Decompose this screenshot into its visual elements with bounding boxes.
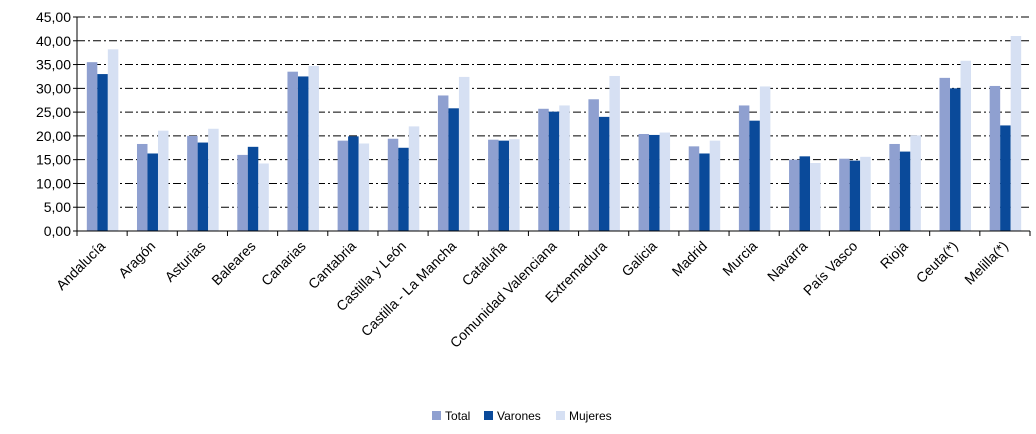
bar-total xyxy=(337,140,349,231)
bar-total xyxy=(939,77,951,231)
bar-total xyxy=(187,135,198,231)
x-tick-label: País Vasco xyxy=(800,238,861,299)
x-tick-label: Aragón xyxy=(115,238,158,281)
y-tick-label: 40,00 xyxy=(36,33,71,49)
x-tick-label: Baleares xyxy=(208,238,258,288)
bar-mujeres xyxy=(910,135,921,231)
y-tick-label: 0,00 xyxy=(44,223,71,239)
bar-total xyxy=(488,139,499,231)
x-tick-label: Ceuta(*) xyxy=(913,238,961,286)
bar-mujeres xyxy=(308,65,319,231)
bar-varones xyxy=(799,156,811,231)
x-tick-label: Melilla(*) xyxy=(961,238,1011,288)
legend-swatch-mujeres xyxy=(556,411,565,420)
bar-mujeres xyxy=(1010,36,1022,232)
x-tick-label: Asturias xyxy=(161,238,208,285)
bar-mujeres xyxy=(107,49,119,232)
bar-total xyxy=(136,143,148,231)
bar-mujeres xyxy=(458,76,470,231)
bar-mujeres xyxy=(208,128,219,231)
bar-varones xyxy=(247,146,259,231)
bar-varones xyxy=(950,88,961,231)
x-tick-label: Rioja xyxy=(877,238,911,272)
bar-mujeres xyxy=(709,140,721,231)
x-tick-label: Cataluña xyxy=(459,238,510,289)
bar-varones xyxy=(649,134,660,231)
bar-varones xyxy=(699,153,710,231)
bar-varones xyxy=(97,74,108,231)
bar-varones xyxy=(1000,125,1011,231)
bar-varones xyxy=(899,151,911,231)
bar-mujeres xyxy=(258,163,269,231)
legend: Total Varones Mujeres xyxy=(432,409,612,423)
legend-label: Varones xyxy=(497,409,541,423)
x-tick-label: Andalucía xyxy=(53,238,108,293)
y-tick-label: 5,00 xyxy=(44,199,71,215)
bar-total xyxy=(387,138,399,231)
bar-mujeres xyxy=(509,139,520,231)
bar-mujeres xyxy=(358,143,370,231)
bar-mujeres xyxy=(810,162,821,231)
y-tick-label: 45,00 xyxy=(36,9,71,25)
bar-mujeres xyxy=(759,86,771,231)
y-tick-label: 15,00 xyxy=(36,152,71,168)
bar-varones xyxy=(448,108,459,231)
bar-total xyxy=(538,108,549,231)
bar-varones xyxy=(498,140,510,231)
bar-total xyxy=(889,143,900,231)
legend-swatch-varones xyxy=(484,411,493,420)
legend-swatch-total xyxy=(432,411,441,420)
bar-total xyxy=(638,133,650,231)
y-tick-label: 35,00 xyxy=(36,57,71,73)
y-tick-label: 30,00 xyxy=(36,80,71,96)
bar-mujeres xyxy=(960,60,972,231)
y-tick-label: 25,00 xyxy=(36,104,71,120)
bar-total xyxy=(688,146,700,231)
bar-varones xyxy=(598,116,610,231)
bar-total xyxy=(237,154,248,231)
x-tick-label: Madrid xyxy=(669,238,711,280)
bar-varones xyxy=(749,120,760,231)
x-tick-label: Murcia xyxy=(719,238,760,279)
bar-mujeres xyxy=(157,130,169,231)
bar-mujeres xyxy=(559,105,570,231)
bar-varones xyxy=(197,142,209,231)
bar-mujeres xyxy=(609,75,620,231)
bar-mujeres xyxy=(659,132,671,231)
bar-mujeres xyxy=(408,126,420,231)
x-tick-label: Galicia xyxy=(618,238,660,280)
bar-varones xyxy=(147,153,158,231)
x-tick-label: Canarias xyxy=(258,238,309,289)
bar-mujeres xyxy=(860,156,871,231)
y-tick-label: 20,00 xyxy=(36,128,71,144)
x-tick-label: Castilla - La Mancha xyxy=(358,238,460,340)
bar-varones xyxy=(849,160,861,231)
legend-label: Mujeres xyxy=(569,409,612,423)
bar-total xyxy=(437,95,449,231)
bar-total xyxy=(86,62,98,231)
bar-total xyxy=(738,105,750,231)
bar-total xyxy=(287,71,298,231)
bar-varones xyxy=(398,147,409,231)
bar-total xyxy=(789,159,800,231)
x-tick-label: Navarra xyxy=(764,238,811,285)
bar-total xyxy=(839,158,850,231)
bar-total xyxy=(989,85,1001,231)
legend-label: Total xyxy=(445,409,470,423)
bar-varones xyxy=(348,136,359,231)
y-tick-label: 10,00 xyxy=(36,175,71,191)
bar-total xyxy=(588,99,599,231)
bar-varones xyxy=(297,76,309,231)
bar-varones xyxy=(548,111,560,231)
